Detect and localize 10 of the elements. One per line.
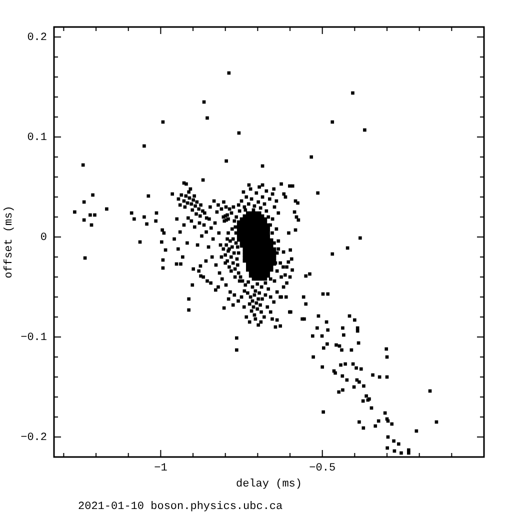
y-tick-label: 0: [40, 232, 47, 244]
y-tick-label: 0.2: [27, 32, 47, 44]
y-tick-label: 0.1: [27, 132, 48, 144]
x-axis-title: delay (ms): [236, 478, 302, 490]
y-tick-label: −0.2: [20, 432, 47, 444]
y-axis-title: offset (ms): [4, 206, 16, 278]
x-tick-label: −1: [154, 462, 168, 475]
y-tick-label: −0.1: [20, 332, 48, 344]
x-tick-label: −0.5: [309, 462, 336, 475]
text: 2021-01-10 boson.physics.ubc.ca: [78, 500, 284, 512]
